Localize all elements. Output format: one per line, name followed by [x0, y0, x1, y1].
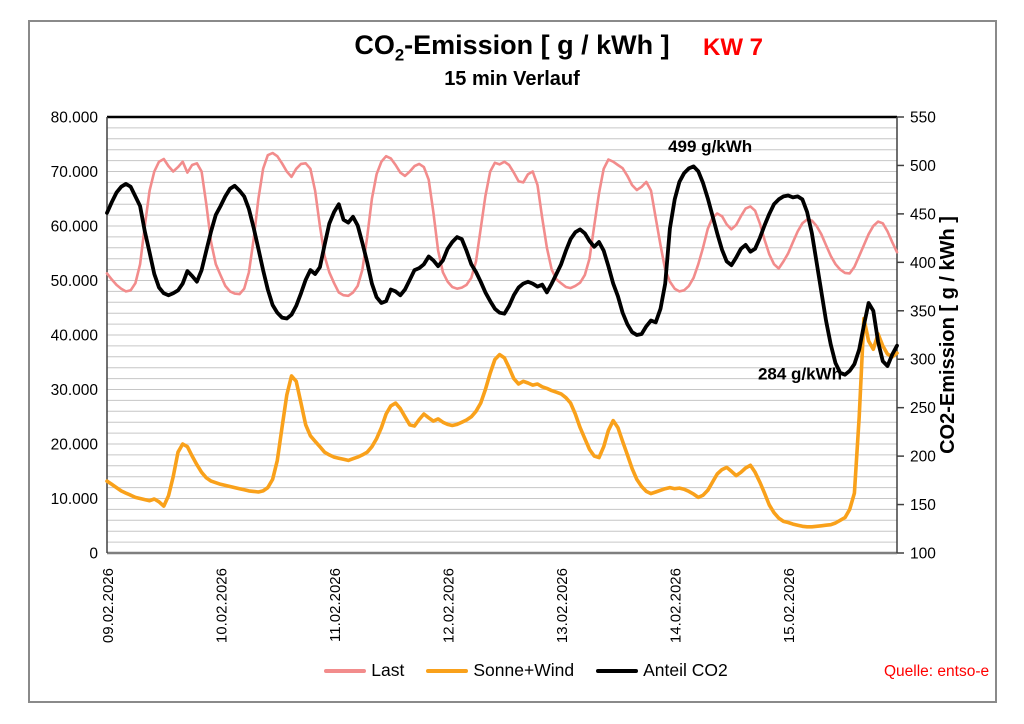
x-axis-date-label: 15.02.2026 [781, 568, 798, 643]
right-axis-tick-label: 100 [910, 546, 936, 563]
title-prefix: CO [354, 30, 395, 60]
x-axis-date-label: 09.02.2026 [100, 568, 117, 643]
chart-legend: Last Sonne+Wind Anteil CO2 [14, 660, 1024, 681]
calendar-week-label: KW 7 [703, 34, 763, 61]
right-axis-tick-label: 350 [910, 303, 936, 320]
right-axis-tick-label: 400 [910, 255, 936, 272]
chart-subtitle: 15 min Verlauf [444, 68, 580, 90]
title-suffix: -Emission [ g / kWh ] [404, 30, 670, 60]
title-subscript: 2 [394, 45, 405, 65]
chart-title: CO2-Emission [ g / kWh ] [0, 30, 1024, 65]
right-axis-tick-label: 250 [910, 400, 936, 417]
left-axis-tick-label: 30.000 [51, 382, 99, 399]
left-axis-tick-label: 20.000 [51, 437, 99, 454]
right-axis-tick-label: 200 [910, 449, 936, 466]
data-label-annotation: 499 g/kWh [668, 137, 752, 156]
last-line-swatch [324, 668, 367, 673]
sonne-wind-line-swatch [426, 668, 469, 673]
legend-label-sonne-wind: Sonne+Wind [473, 660, 575, 680]
x-axis-date-label: 11.02.2026 [327, 568, 344, 642]
series-line-sonne-wind [105, 316, 899, 529]
left-axis-tick-label: 80.000 [51, 110, 99, 127]
left-axis-tick-label: 40.000 [51, 328, 99, 345]
legend-item-anteil-co2: Anteil CO2 [596, 660, 728, 681]
right-axis-tick-label: 150 [910, 497, 936, 514]
right-axis-tick-label: 300 [910, 352, 936, 369]
left-axis-tick-label: 60.000 [51, 219, 99, 236]
x-axis-date-label: 14.02.2026 [668, 568, 685, 643]
left-axis-tick-label: 70.000 [51, 164, 99, 181]
series-line-last [105, 151, 899, 298]
x-axis-date-label: 10.02.2026 [214, 568, 231, 643]
left-axis-tick-label: 50.000 [51, 273, 99, 290]
x-axis-date-label: 12.02.2026 [441, 568, 458, 643]
x-axis-date-label: 13.02.2026 [554, 568, 571, 643]
legend-item-sonne-wind: Sonne+Wind [426, 660, 574, 681]
source-attribution: Quelle: entso-e [884, 663, 990, 680]
left-axis-tick-label: 0 [89, 546, 98, 563]
series-line-anteil-co2 [105, 164, 899, 377]
data-label-annotation: 284 g/kWh [758, 365, 842, 384]
anteil-co2-line-swatch [596, 668, 639, 673]
right-axis-title: CO2-Emission [ g / kWh ] [937, 216, 959, 454]
right-axis-tick-label: 450 [910, 206, 936, 223]
right-axis-tick-label: 550 [910, 110, 936, 127]
left-axis-tick-label: 10.000 [51, 491, 99, 508]
legend-label-last: Last [371, 660, 405, 680]
legend-item-last: Last [324, 660, 404, 681]
legend-label-anteil-co2: Anteil CO2 [643, 660, 728, 680]
right-axis-tick-label: 500 [910, 158, 936, 175]
